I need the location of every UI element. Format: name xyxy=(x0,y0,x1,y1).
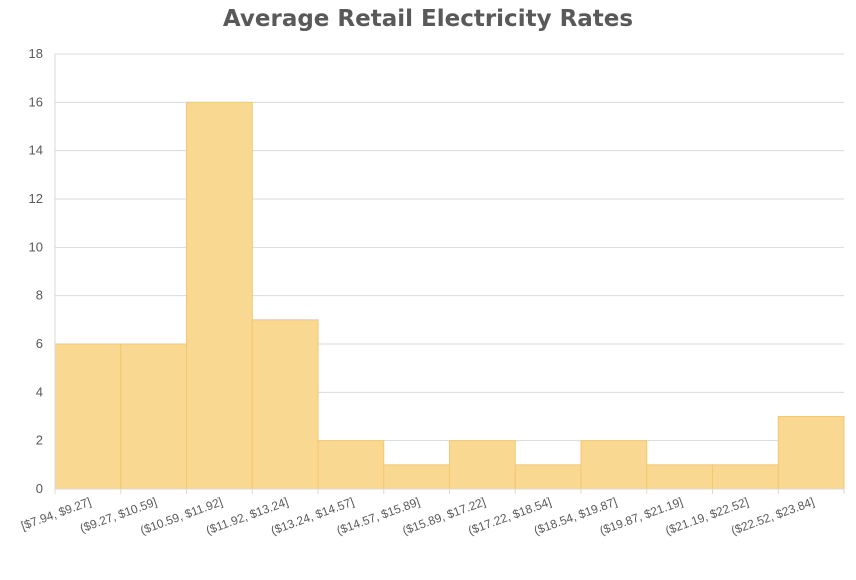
y-tick-label-12: 12 xyxy=(29,191,43,206)
bar-4 xyxy=(251,319,319,490)
y-tick-label-2: 2 xyxy=(36,433,43,448)
y-tick-label-6: 6 xyxy=(36,336,43,351)
x-tick-labels: [$7.94, $9.27]($9.27, $10.59]($10.59, $1… xyxy=(19,495,816,538)
y-tick-label-18: 18 xyxy=(29,46,43,61)
chart-title: Average Retail Electricity Rates xyxy=(222,6,634,32)
bar-11 xyxy=(712,464,779,490)
bar-3 xyxy=(186,101,253,490)
y-tick-label-16: 16 xyxy=(29,94,43,109)
bar-6 xyxy=(383,464,450,490)
y-tick-label-0: 0 xyxy=(36,481,43,496)
y-tick-label-10: 10 xyxy=(29,239,43,254)
y-tick-label-4: 4 xyxy=(36,384,43,399)
axes xyxy=(54,54,845,494)
y-tick-label-8: 8 xyxy=(36,288,43,303)
bar-5 xyxy=(317,440,385,490)
bar-8 xyxy=(514,464,582,490)
bar-7 xyxy=(449,440,516,490)
bar-12 xyxy=(777,416,845,490)
y-tick-label-14: 14 xyxy=(29,143,43,158)
bar-2 xyxy=(120,343,187,490)
bar-9 xyxy=(580,440,648,490)
bar-1 xyxy=(54,343,122,490)
bars xyxy=(54,101,845,490)
y-tick-labels: 0 2 4 6 8 10 12 14 16 18 xyxy=(29,46,43,496)
bar-10 xyxy=(646,464,713,490)
